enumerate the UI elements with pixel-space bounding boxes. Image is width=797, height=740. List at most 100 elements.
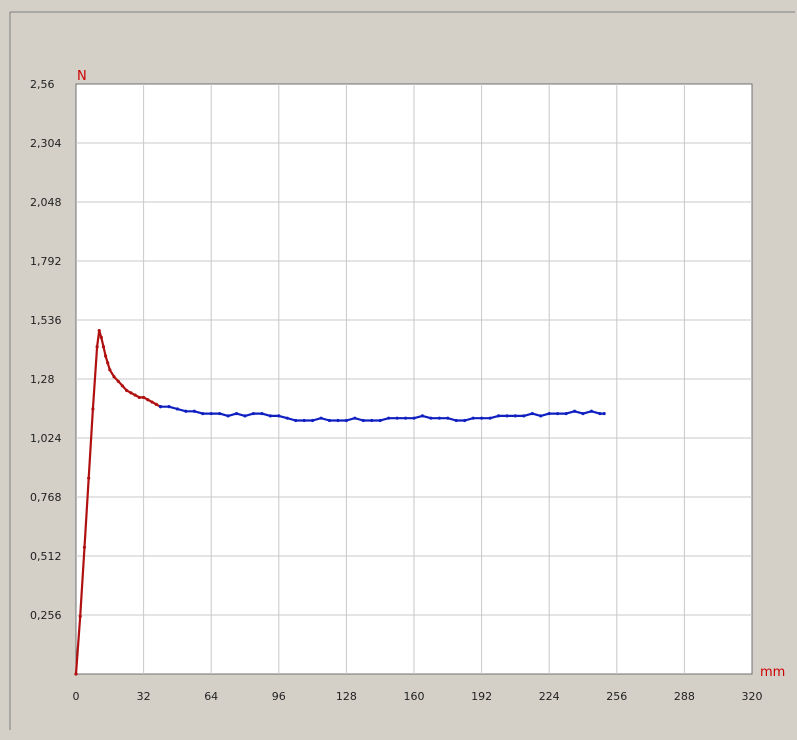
- data-point: [209, 411, 213, 416]
- data-point: [522, 414, 526, 418]
- data-point: [97, 329, 101, 333]
- data-point: [336, 418, 340, 423]
- data-point: [251, 411, 256, 416]
- x-tick-label: 256: [606, 690, 627, 703]
- data-point: [496, 414, 501, 418]
- y-tick-label: 0,512: [30, 550, 62, 563]
- data-point: [602, 411, 606, 416]
- data-point: [539, 414, 543, 418]
- x-tick-label: 96: [272, 690, 286, 703]
- data-point: [95, 345, 99, 349]
- x-tick-label: 288: [674, 690, 695, 703]
- x-tick-label: 0: [73, 690, 80, 703]
- data-point: [471, 416, 475, 420]
- series-layer: [74, 329, 606, 676]
- data-point: [370, 418, 374, 423]
- data-point: [243, 414, 247, 418]
- data-point: [184, 409, 188, 413]
- data-point: [260, 411, 264, 416]
- data-point: [505, 414, 509, 418]
- data-point: [319, 416, 323, 420]
- data-point: [78, 614, 82, 618]
- x-tick-label: 128: [336, 690, 357, 703]
- data-point: [201, 411, 205, 416]
- data-point: [108, 368, 112, 372]
- y-tick-label: 1,28: [30, 373, 55, 386]
- data-point: [82, 545, 87, 549]
- data-point: [175, 407, 179, 411]
- data-point: [129, 391, 133, 395]
- y-axis-unit: N: [77, 69, 87, 84]
- data-point: [106, 361, 110, 365]
- y-tick-label: 0,256: [30, 609, 62, 622]
- data-point: [488, 416, 492, 420]
- data-point: [480, 416, 484, 420]
- x-tick-label: 64: [204, 690, 218, 703]
- data-point: [437, 416, 441, 420]
- data-point: [446, 416, 450, 420]
- data-point: [91, 407, 95, 411]
- data-point: [192, 409, 196, 413]
- y-tick-label: 1,024: [30, 432, 62, 445]
- data-point: [285, 416, 289, 420]
- data-point: [101, 345, 106, 349]
- data-point: [589, 409, 594, 413]
- data-point: [120, 384, 125, 388]
- data-point: [530, 411, 534, 416]
- y-tick-label: 1,536: [30, 314, 62, 327]
- data-point: [327, 418, 332, 423]
- y-tick-label: 0,768: [30, 491, 62, 504]
- data-point: [218, 411, 222, 416]
- data-point: [74, 672, 78, 676]
- x-axis-unit: mm: [760, 665, 785, 680]
- data-point: [581, 411, 585, 416]
- data-point: [420, 414, 425, 418]
- data-point: [378, 418, 382, 423]
- data-point: [463, 418, 467, 423]
- data-point: [146, 398, 150, 402]
- data-point: [395, 416, 399, 420]
- data-point: [547, 411, 551, 416]
- x-tick-label: 32: [137, 690, 151, 703]
- data-point: [302, 418, 306, 423]
- data-point: [387, 416, 391, 420]
- data-point: [564, 411, 568, 416]
- x-tick-label: 192: [471, 690, 492, 703]
- data-point: [513, 414, 518, 418]
- data-point: [137, 395, 141, 400]
- data-point: [99, 335, 103, 340]
- data-point: [103, 354, 108, 358]
- y-tick-label: 2,56: [30, 78, 55, 91]
- y-axis-ticks: 0,256 0,512 0,768 1,024 1,28 1,536 1,792 2,048 2…: [30, 78, 62, 622]
- data-point: [116, 379, 120, 383]
- x-tick-label: 224: [539, 690, 560, 703]
- data-point: [412, 416, 416, 420]
- data-point: [167, 405, 171, 409]
- data-point: [142, 395, 146, 400]
- y-tick-label: 1,792: [30, 255, 62, 268]
- data-point: [277, 414, 281, 418]
- data-point: [150, 400, 154, 404]
- grid: [76, 84, 752, 674]
- x-tick-label: 320: [742, 690, 763, 703]
- data-point: [429, 416, 433, 420]
- x-axis-ticks: 0 32 64 96 128 160 192 224 256 288 320: [73, 690, 763, 703]
- data-point: [344, 418, 348, 423]
- data-point: [353, 416, 357, 420]
- data-point: [311, 418, 315, 423]
- data-point: [454, 418, 458, 423]
- data-point: [226, 414, 230, 418]
- data-point: [361, 418, 365, 423]
- data-point: [598, 411, 602, 416]
- x-tick-label: 160: [404, 690, 425, 703]
- data-point: [294, 418, 298, 423]
- data-point: [572, 409, 577, 413]
- y-tick-label: 2,048: [30, 196, 62, 209]
- data-point: [133, 393, 137, 397]
- data-point: [154, 402, 158, 406]
- data-point: [556, 411, 560, 416]
- data-point: [158, 405, 163, 409]
- data-point: [403, 416, 408, 420]
